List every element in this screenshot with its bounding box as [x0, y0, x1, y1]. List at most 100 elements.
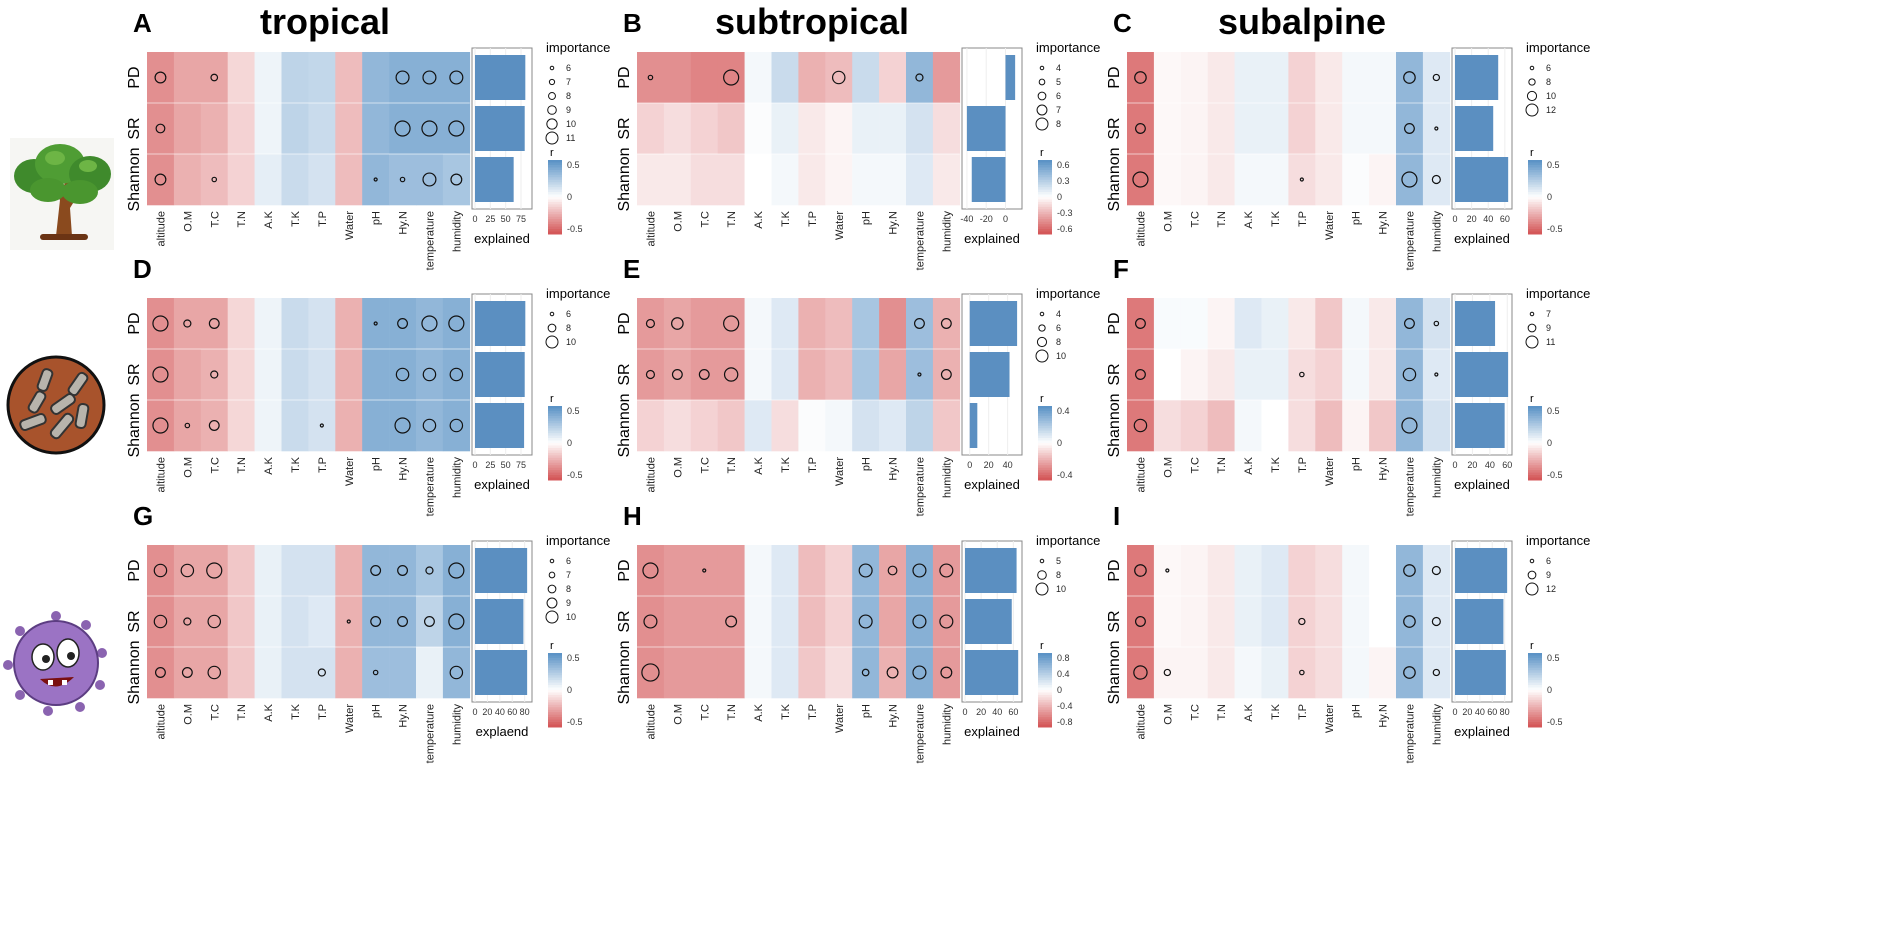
variable-label: T.P — [317, 704, 329, 720]
colorbar-segment — [1038, 179, 1052, 183]
row-label: SR — [1106, 363, 1123, 385]
colorbar-segment — [1038, 214, 1052, 218]
colorbar-segment — [1038, 687, 1052, 691]
row-label: Shannon — [126, 393, 143, 457]
heatmap-cell — [1153, 154, 1182, 206]
panel-G: G PD SR Shannon altitude O.M T.C T.N A.K T.K T.P Wa… — [126, 501, 610, 763]
heatmap-cell — [1234, 349, 1262, 401]
colorbar-segment — [548, 406, 562, 409]
heatmap-cell — [637, 545, 665, 597]
heatmap-cell — [1288, 52, 1316, 104]
heatmap-cell — [771, 647, 799, 699]
heatmap-cell — [1288, 596, 1316, 648]
colorbar-segment — [1528, 445, 1542, 449]
heatmap-cell — [1207, 349, 1235, 401]
heatmap-cell — [335, 400, 363, 452]
size-legend-circle — [1525, 335, 1539, 349]
colorbar-segment — [548, 672, 562, 676]
row-label: SR — [126, 610, 143, 632]
colorbar-segment — [1528, 704, 1542, 708]
variable-label: altitude — [1135, 211, 1147, 246]
heatmap-cell — [1369, 647, 1397, 699]
colorbar-segment — [548, 197, 562, 200]
colorbar-segment — [548, 440, 562, 444]
explained-axis-label: explained — [964, 477, 1020, 492]
colorbar-segment — [1528, 690, 1542, 693]
colorbar-segment — [548, 184, 562, 188]
colorbar-segment — [548, 209, 562, 213]
heatmap-cell — [389, 349, 417, 401]
variable-label: Water — [344, 704, 356, 733]
heatmap-cell — [1234, 400, 1262, 452]
colorbar-segment — [548, 174, 562, 178]
size-legend-label: 7 — [1546, 309, 1551, 319]
size-legend-title: importance — [1526, 533, 1590, 548]
heatmap-cell — [416, 349, 444, 401]
row-label: Shannon — [126, 147, 143, 211]
explained-tick: 80 — [1500, 707, 1510, 717]
colorbar-segment — [548, 445, 562, 449]
colorbar-segment — [548, 410, 562, 414]
colorbar-segment — [1038, 657, 1052, 661]
importance-point — [183, 319, 192, 328]
heatmap-cell — [744, 545, 772, 597]
heatmap-cell — [362, 596, 390, 648]
row-label: PD — [1106, 312, 1123, 334]
colorbar-segment — [1038, 209, 1052, 213]
size-legend-label: 6 — [1056, 91, 1061, 101]
variable-label: humidity — [941, 211, 953, 252]
colorbar-segment — [1528, 174, 1542, 178]
heatmap-cell — [1315, 647, 1343, 699]
importance-point — [1299, 669, 1305, 676]
explained-bar — [965, 650, 1019, 695]
heatmap-cell — [798, 154, 826, 206]
colorbar-segment — [1038, 667, 1052, 671]
heatmap-cell — [798, 647, 826, 699]
heatmap-cell — [663, 52, 692, 104]
heatmap-cell — [1422, 400, 1451, 452]
heatmap-cell — [1180, 298, 1208, 350]
explained-tick: 40 — [495, 707, 505, 717]
size-legend-circle — [1035, 117, 1049, 131]
importance-point — [1403, 123, 1415, 134]
heatmap-cell — [1207, 545, 1235, 597]
colorbar-segment — [548, 221, 562, 225]
explained-tick: 20 — [482, 707, 492, 717]
importance-point — [1402, 367, 1417, 382]
heatmap-cell — [1422, 596, 1451, 648]
variable-label: A.K — [263, 703, 275, 721]
colorbar-segment — [1528, 435, 1542, 439]
heatmap-cell — [362, 52, 390, 104]
heatmap-cell — [1342, 52, 1370, 104]
colorbar-segment — [1528, 457, 1542, 461]
importance-point — [207, 614, 222, 629]
explained-bar — [971, 157, 1006, 202]
colorbar-segment — [1038, 189, 1052, 193]
heatmap-cell — [442, 103, 471, 155]
colorbar-segment — [1528, 697, 1542, 701]
heatmap-cell — [1207, 400, 1235, 452]
panel-letter: C — [1113, 8, 1132, 38]
colorbar-segment — [548, 662, 562, 666]
heatmap-cell — [744, 103, 772, 155]
heatmap-cell — [362, 400, 390, 452]
variable-label: T.P — [807, 704, 819, 720]
colorbar-segment — [1528, 475, 1542, 479]
colorbar-segment — [1528, 465, 1542, 469]
heatmap-cell — [744, 647, 772, 699]
panel-H: H PD SR Shannon altitude O.M T.C T.N A.K T.K T.P Wa… — [616, 501, 1100, 763]
colorbar-segment — [1038, 224, 1052, 228]
colorbar-segment — [1038, 672, 1052, 676]
variable-label: temperature — [424, 457, 436, 516]
colorbar-title: r — [1530, 640, 1534, 652]
heatmap-cell — [1422, 103, 1451, 155]
size-legend-circle — [546, 597, 558, 609]
heatmap-cell — [852, 647, 880, 699]
colorbar-tick: 0 — [1057, 192, 1062, 202]
explained-bar — [1455, 403, 1505, 448]
importance-point — [207, 665, 222, 680]
size-legend-label: 12 — [1546, 584, 1556, 594]
heatmap-cell — [308, 52, 336, 104]
colorbar-segment — [1038, 694, 1052, 698]
explained-bar — [1455, 157, 1509, 202]
